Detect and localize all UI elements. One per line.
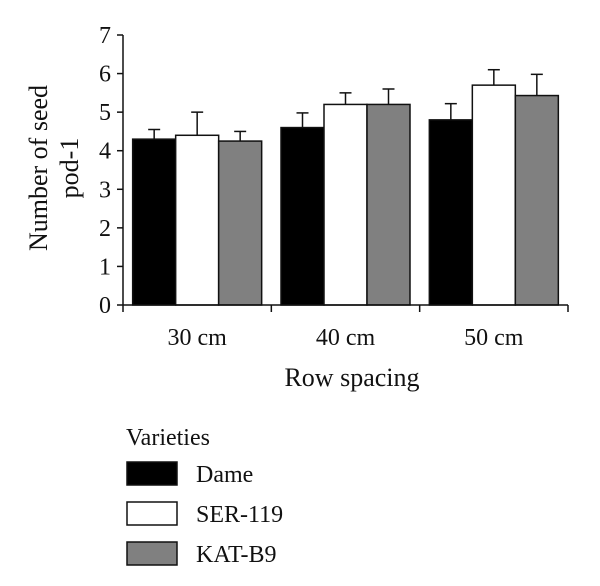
legend-label: Dame (196, 462, 253, 488)
error-bars (148, 68, 543, 142)
bar-dame (131, 138, 177, 306)
y-axis-label-line-2: pod-1 (55, 138, 84, 199)
legend-swatch (126, 501, 178, 526)
y-axis-ticks: 0 1 2 3 4 5 6 7 (99, 23, 123, 319)
bar-kat-b9 (366, 103, 411, 306)
y-tick-label: 2 (99, 216, 111, 242)
bar-ser-119 (323, 103, 368, 306)
y-tick-label: 3 (99, 177, 111, 203)
x-axis-label: Row spacing (284, 363, 419, 392)
bar-kat-b9 (514, 94, 560, 306)
y-tick-label: 1 (99, 254, 111, 280)
x-axis-ticks: 30 cm 40 cm 50 cm (122, 305, 569, 351)
y-tick-label: 5 (99, 100, 111, 126)
bar-ser-119 (471, 84, 517, 306)
legend-label: SER-119 (196, 502, 283, 528)
bar-series (131, 84, 560, 306)
bar-dame (280, 126, 325, 306)
bar-kat-b9 (217, 140, 263, 306)
legend-swatch (126, 541, 178, 566)
y-tick-label: 4 (99, 139, 111, 165)
legend: Varieties Dame SER-119 KAT-B9 (126, 425, 283, 568)
x-tick-label: 30 cm (168, 325, 228, 351)
legend-swatch (126, 461, 178, 486)
bar-dame (428, 119, 474, 306)
y-tick-label: 0 (99, 293, 111, 319)
y-tick-label: 7 (99, 23, 111, 49)
y-axis-label-line-1: Number of seed (24, 85, 53, 251)
x-tick-label: 50 cm (464, 325, 524, 351)
bar-ser-119 (174, 134, 220, 306)
legend-label: KAT-B9 (196, 542, 276, 568)
x-tick-label: 40 cm (316, 325, 376, 351)
legend-title: Varieties (126, 425, 210, 451)
y-tick-label: 6 (99, 62, 111, 88)
